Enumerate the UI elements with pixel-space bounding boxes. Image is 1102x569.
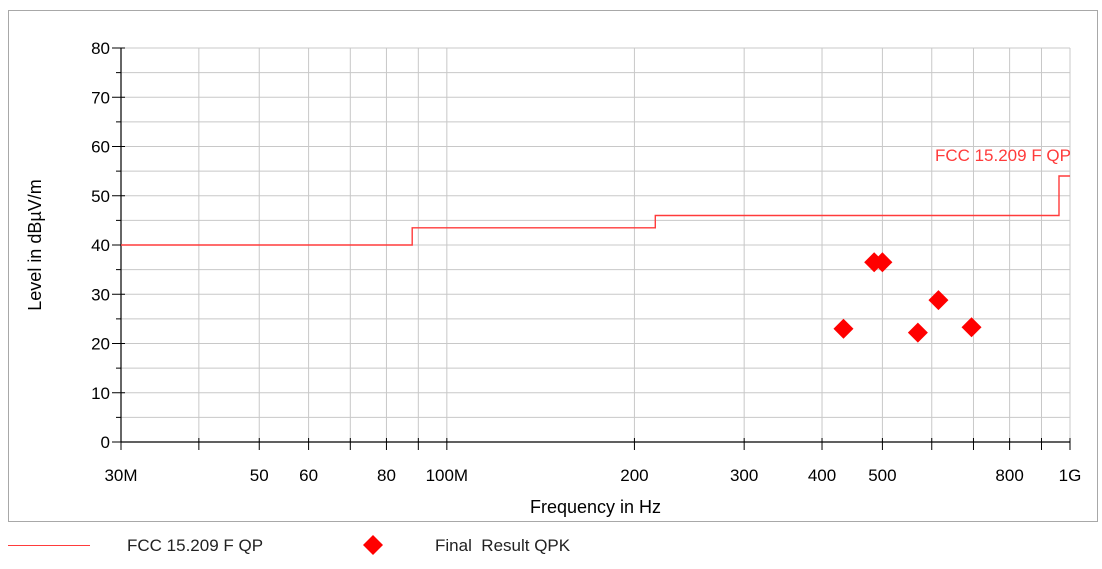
x-tick-label: 30M — [104, 466, 137, 485]
x-tick-label: 1G — [1059, 466, 1082, 485]
data-point-diamond — [961, 317, 982, 338]
x-tick-label: 200 — [620, 466, 648, 485]
y-tick-label: 10 — [91, 384, 110, 403]
x-tick-label: 500 — [868, 466, 896, 485]
y-axis-title: Level in dBµV/m — [25, 179, 45, 310]
legend-swatch-diamond-icon — [363, 535, 383, 555]
legend-item-limit: FCC 15.209 F QP — [127, 528, 263, 564]
y-tick-label: 40 — [91, 236, 110, 255]
y-tick-label: 20 — [91, 335, 110, 354]
y-tick-label: 30 — [91, 285, 110, 304]
x-tick-label: 400 — [808, 466, 836, 485]
series-line-fcc-limit — [121, 175, 1070, 246]
y-tick-label: 0 — [101, 433, 110, 452]
x-tick-label: 800 — [995, 466, 1023, 485]
legend-swatch-limit-line — [8, 545, 90, 546]
x-tick-label: 80 — [377, 466, 396, 485]
legend-item-final-result: Final Result QPK — [435, 528, 570, 564]
x-tick-label: 300 — [730, 466, 758, 485]
y-tick-label: 50 — [91, 187, 110, 206]
x-tick-label: 60 — [299, 466, 318, 485]
data-point-diamond — [833, 318, 854, 339]
data-point-diamond — [928, 290, 949, 311]
x-tick-label: 100M — [426, 466, 469, 485]
chart-frame: 0 10 20 30 40 50 60 70 80 30M 50 60 80 100M 200 300 400 5… — [8, 10, 1098, 522]
series-label-fcc-limit: FCC 15.209 F QP — [935, 146, 1071, 165]
legend-label-limit: FCC 15.209 F QP — [127, 536, 264, 555]
chart-svg: 0 10 20 30 40 50 60 70 80 30M 50 60 80 100M 200 300 400 5… — [25, 39, 1082, 517]
x-tick-label: 50 — [250, 466, 269, 485]
y-tick-label: 80 — [91, 39, 110, 58]
y-tick-label: 60 — [91, 138, 110, 157]
legend-label-final-result: Final Result QPK — [435, 536, 571, 555]
y-tick-label: 70 — [91, 88, 110, 107]
x-axis-title: Frequency in Hz — [530, 497, 661, 517]
data-point-diamond — [907, 322, 928, 343]
